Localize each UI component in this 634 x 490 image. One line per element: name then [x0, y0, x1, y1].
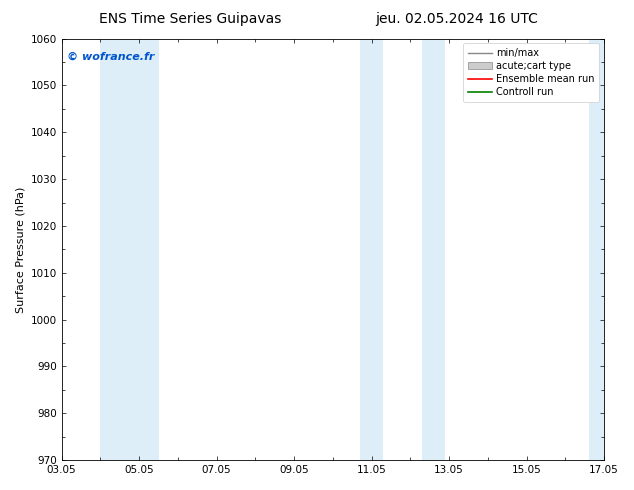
Bar	[588, 39, 604, 460]
Bar	[360, 39, 384, 460]
Legend: min/max, acute;cart type, Ensemble mean run, Controll run: min/max, acute;cart type, Ensemble mean …	[463, 44, 599, 102]
Bar	[100, 39, 158, 460]
Text: jeu. 02.05.2024 16 UTC: jeu. 02.05.2024 16 UTC	[375, 12, 538, 26]
Text: ENS Time Series Guipavas: ENS Time Series Guipavas	[99, 12, 281, 26]
Y-axis label: Surface Pressure (hPa): Surface Pressure (hPa)	[15, 186, 25, 313]
Text: © wofrance.fr: © wofrance.fr	[67, 51, 155, 61]
Bar	[422, 39, 445, 460]
